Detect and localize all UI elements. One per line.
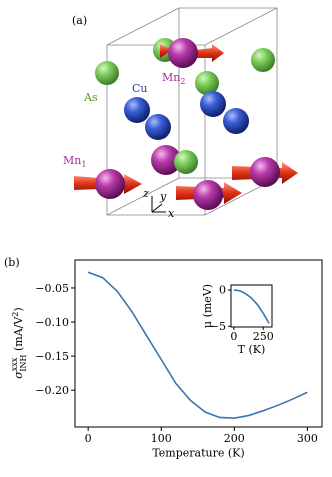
atom-label: Cu — [132, 82, 148, 95]
x-axis-label: T (K) — [238, 343, 266, 356]
atom-mn — [250, 157, 280, 187]
atom-label: Mn2 — [162, 71, 185, 86]
atom-as — [195, 71, 219, 95]
atom-cu — [200, 91, 226, 117]
spin-arrow — [196, 44, 224, 62]
y-tick-label: 0 — [219, 284, 226, 297]
atom-mn — [95, 169, 125, 199]
atom-as — [251, 48, 275, 72]
atom-label: Mn — [162, 71, 180, 84]
y-tick-label: −0.10 — [35, 316, 69, 329]
atom-cu — [124, 97, 150, 123]
atom-label: As — [83, 91, 98, 104]
axes-triad — [151, 196, 166, 213]
y-tick-label: −5 — [210, 320, 226, 333]
x-tick-label: 250 — [253, 330, 274, 343]
atom-as — [174, 150, 198, 174]
cell-edge — [106, 7, 278, 216]
x-tick-label: 100 — [151, 432, 172, 445]
y-axis-label: μ (meV) — [201, 284, 214, 328]
atom-mn — [151, 145, 181, 175]
axis-letter: x — [168, 207, 175, 220]
y-tick-label: −0.05 — [35, 282, 69, 295]
axis-letter: y — [159, 190, 167, 203]
atom-mn — [193, 180, 223, 210]
data-line — [233, 289, 270, 324]
y-tick-label: −0.20 — [35, 384, 69, 397]
plot-frame — [230, 284, 273, 328]
y-label-part: INH — [19, 354, 28, 371]
crystal-structure — [74, 7, 298, 216]
panel-label: (b) — [4, 256, 20, 269]
atom-cu — [223, 108, 249, 134]
y-label-part: (mA/V — [12, 316, 25, 355]
data-line — [87, 271, 308, 419]
atom-mn — [168, 38, 198, 68]
y-label-part: xxx — [10, 357, 19, 371]
x-tick-label: 0 — [85, 432, 92, 445]
axis-letter: z — [142, 187, 149, 200]
plot-frame — [74, 259, 323, 428]
atom-cu — [145, 114, 171, 140]
atom-label: Mn — [63, 154, 81, 167]
y-tick-label: −0.15 — [35, 350, 69, 363]
atom-label-sub: 1 — [81, 160, 86, 169]
atom-label: Mn1 — [63, 154, 86, 169]
x-tick-label: 200 — [224, 432, 245, 445]
x-axis-label: Temperature (K) — [152, 446, 244, 459]
panel-label: (a) — [72, 14, 87, 27]
y-axis-label: σxxxINH (mA/V2) — [10, 307, 28, 378]
spin-arrow — [160, 44, 172, 58]
atom-as — [95, 61, 119, 85]
x-tick-label: 0 — [230, 330, 237, 343]
y-label-part: σ — [12, 371, 25, 379]
y-label-part: ) — [12, 307, 25, 311]
y-label-part: 2 — [11, 312, 20, 317]
atom-label-sub: 2 — [180, 77, 185, 86]
x-tick-label: 300 — [297, 432, 318, 445]
